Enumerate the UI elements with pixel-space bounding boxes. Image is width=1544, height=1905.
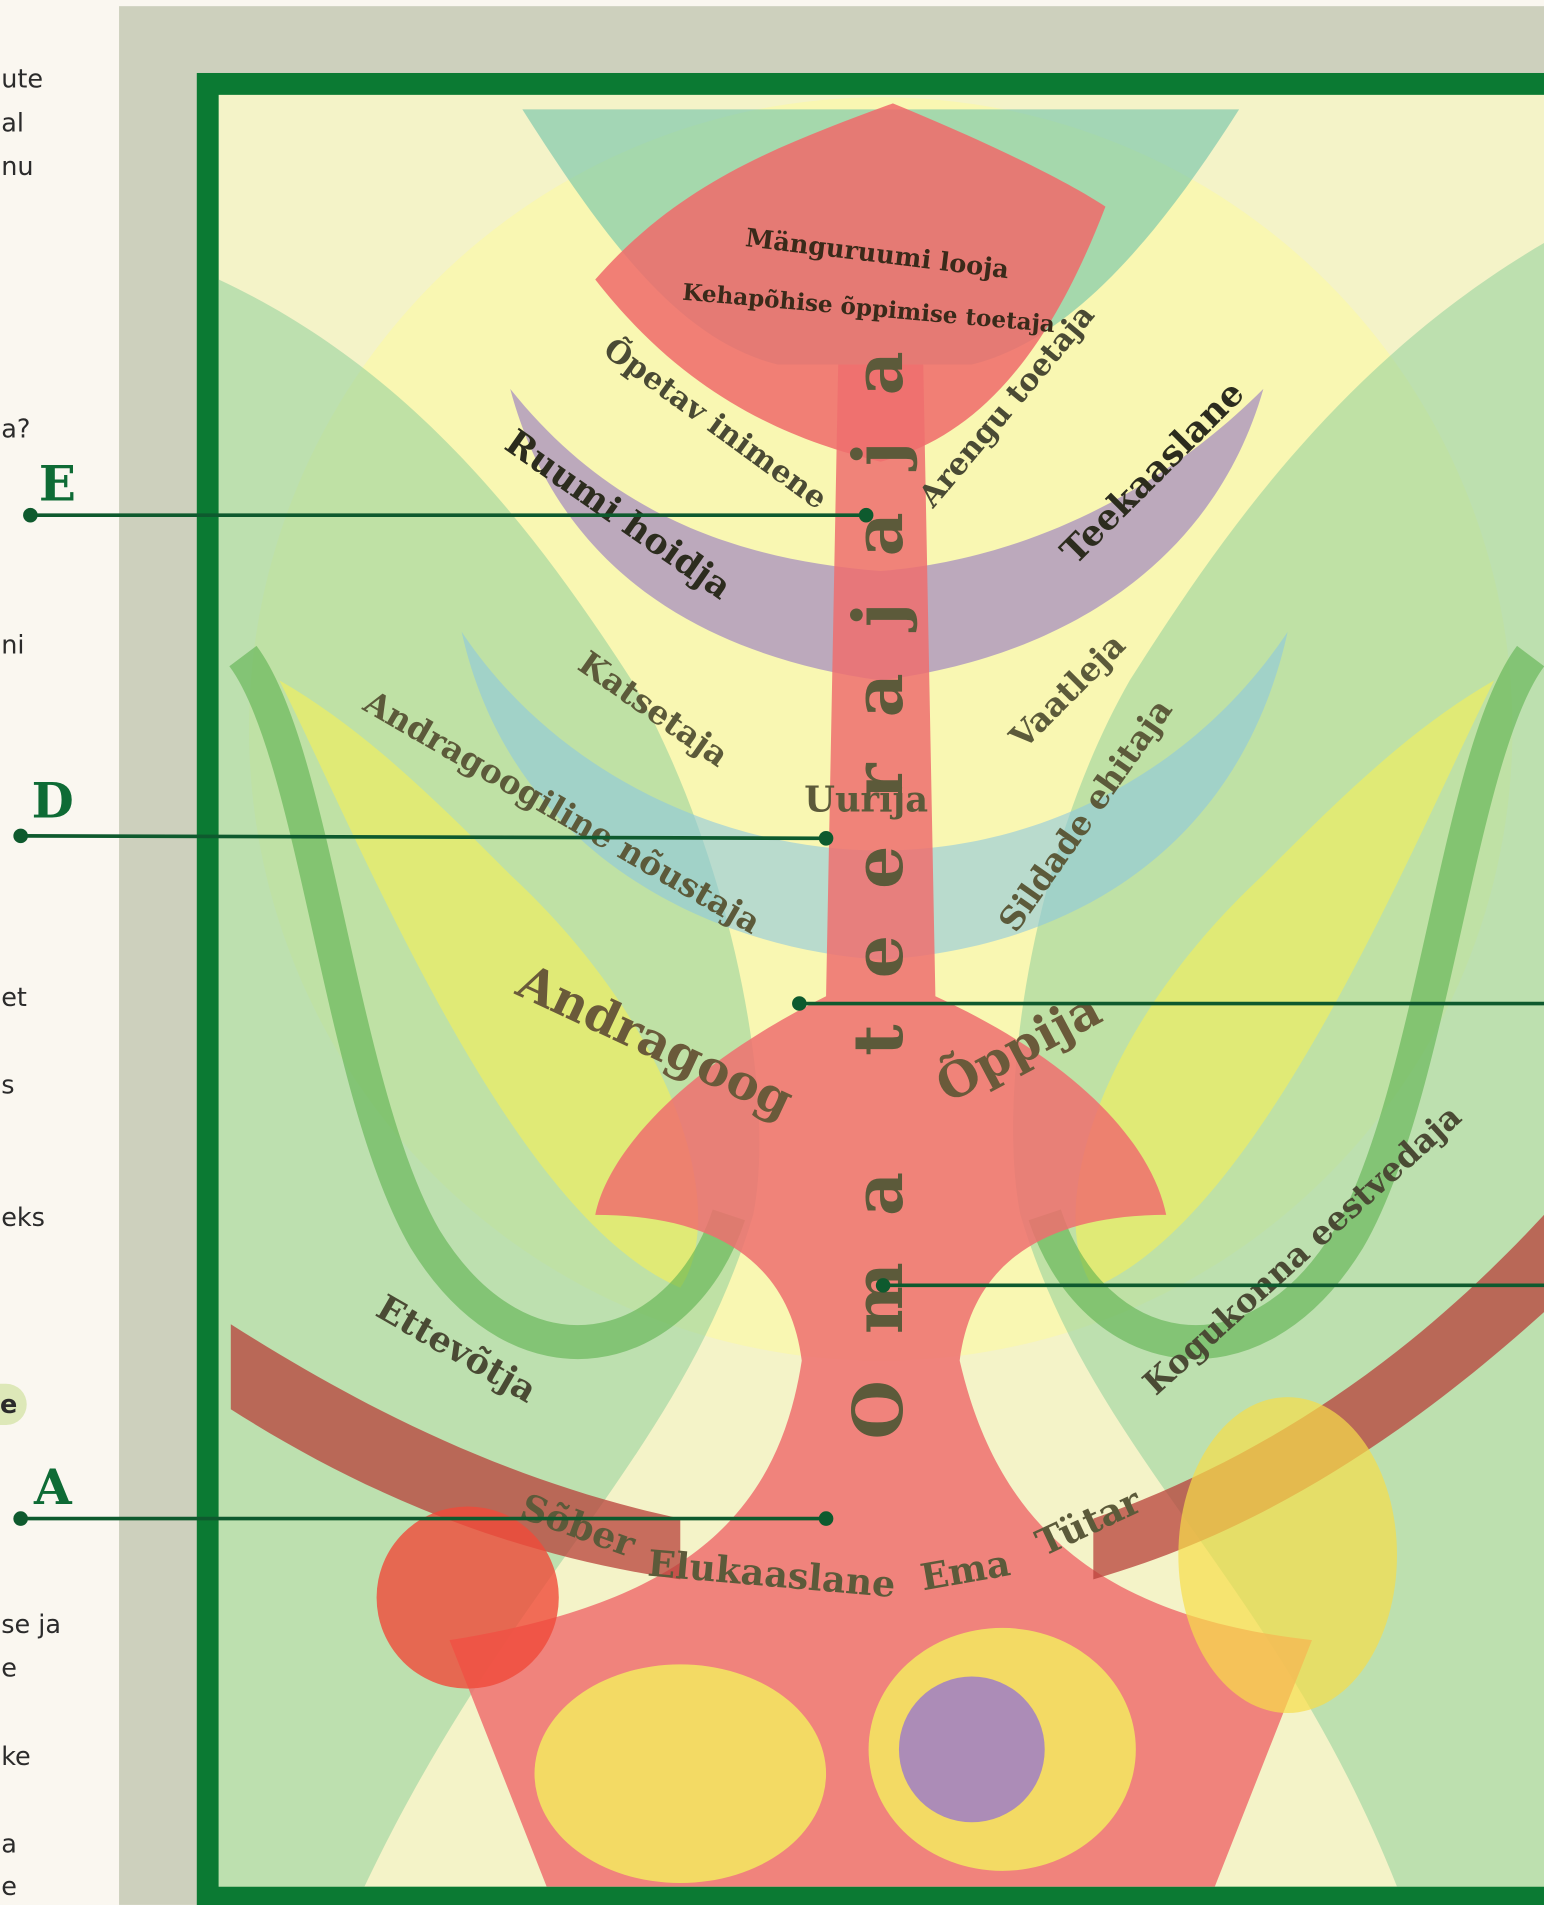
callout-dot	[23, 508, 38, 523]
text-fragment: e	[1, 1654, 17, 1684]
text-fragment: e	[1, 1872, 17, 1902]
role-label: Uurija	[804, 779, 928, 820]
callout-dot	[13, 829, 28, 844]
text-fragment: al	[1, 108, 24, 138]
callout-dot	[876, 1278, 891, 1293]
callout-letter: E	[39, 456, 76, 513]
text-fragment: ni	[1, 631, 24, 661]
callout-dot	[859, 508, 874, 523]
text-fragment: ute	[1, 65, 43, 95]
callout-letter: D	[32, 773, 74, 830]
page: Oma teerajaja Mänguruumi loojaKehapõhise…	[0, 0, 1544, 1905]
vertical-title: Oma teerajaja	[839, 305, 919, 1439]
text-fragment: ke	[1, 1742, 31, 1772]
text-fragment: e	[0, 1390, 17, 1420]
callout-dot	[13, 1511, 28, 1526]
callout-dot	[792, 996, 807, 1011]
text-fragment: a?	[1, 414, 30, 444]
text-fragment: et	[1, 983, 27, 1013]
text-fragment: nu	[1, 152, 33, 182]
callout-dot	[819, 1511, 834, 1526]
callout-line	[21, 836, 826, 838]
callout-letter: A	[33, 1459, 73, 1516]
text-fragment: se ja	[1, 1610, 61, 1640]
callout-dot	[819, 831, 834, 846]
text-fragment: eks	[1, 1203, 45, 1233]
text-fragment: s	[1, 1070, 14, 1100]
text-fragment: a	[1, 1830, 17, 1860]
